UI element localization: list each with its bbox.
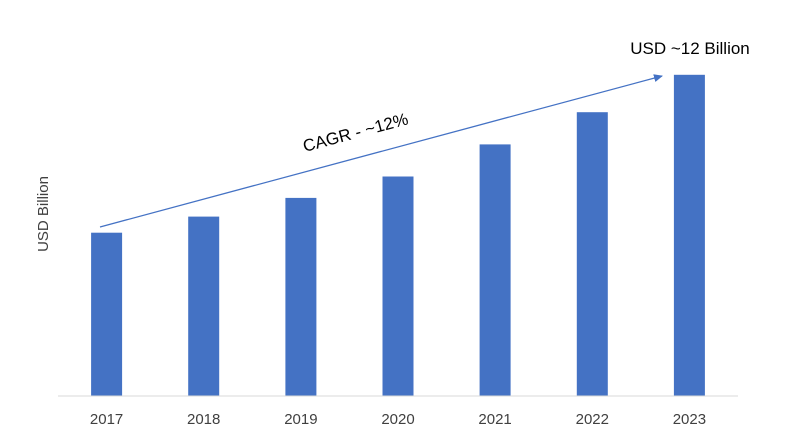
end-value-annotation: USD ~12 Billion xyxy=(630,39,750,58)
x-tick-label-2018: 2018 xyxy=(187,411,220,428)
x-tick-label-2022: 2022 xyxy=(576,411,609,428)
x-tick-label-2020: 2020 xyxy=(381,411,414,428)
bar-2022 xyxy=(576,112,608,396)
x-tick-label-2023: 2023 xyxy=(673,411,706,428)
y-axis-label: USD Billion xyxy=(35,176,52,252)
x-tick-label-2019: 2019 xyxy=(284,411,317,428)
x-tick-labels: 2017 2018 2019 2020 2021 2022 2023 xyxy=(90,411,706,428)
bar-2021 xyxy=(479,144,511,396)
x-tick-label-2017: 2017 xyxy=(90,411,123,428)
cagr-annotation: CAGR - ~12% xyxy=(301,110,410,156)
bar-2020 xyxy=(382,176,414,396)
cagr-trend-arrow xyxy=(99,74,663,228)
bars-group xyxy=(91,74,705,397)
bar-2017 xyxy=(91,232,123,396)
bar-2019 xyxy=(285,197,317,396)
x-tick-label-2021: 2021 xyxy=(478,411,511,428)
bar-2018 xyxy=(188,216,220,396)
bar-2023 xyxy=(673,74,705,397)
